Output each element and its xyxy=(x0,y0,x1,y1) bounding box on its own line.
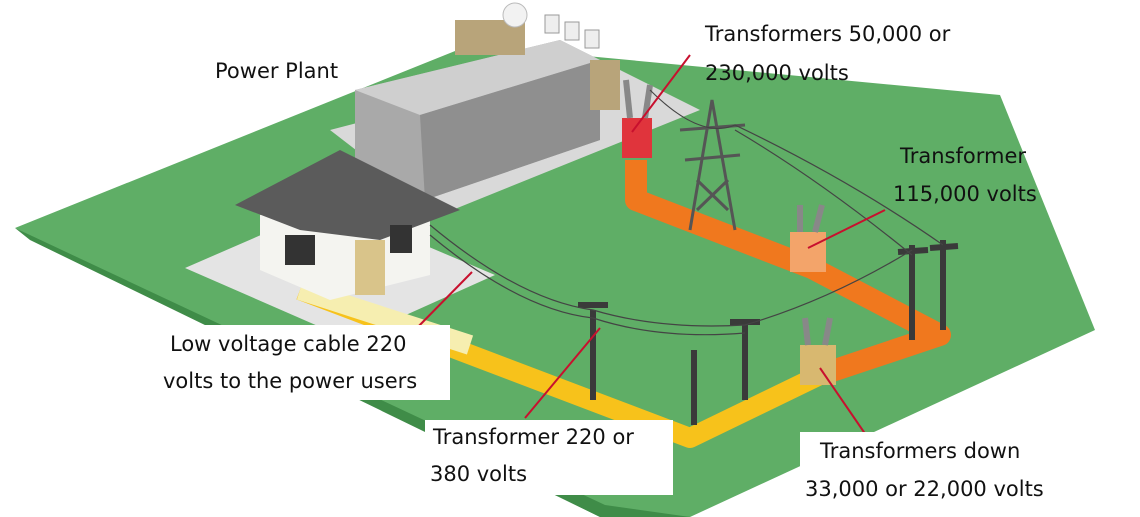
house-part xyxy=(390,225,412,253)
power-plant-part xyxy=(585,30,599,48)
power-plant-part xyxy=(565,22,579,40)
power-plant-part xyxy=(590,60,620,110)
label: Transformers 50,000 or xyxy=(704,22,951,46)
insulators-part xyxy=(626,80,630,118)
label: Transformers down xyxy=(819,439,1020,463)
transformer-115kv xyxy=(790,232,826,272)
label: Transformer 220 or xyxy=(432,425,634,449)
poles-part xyxy=(898,250,928,252)
power-distribution-diagram: Power Plant Transformers 50,000 or 230,0… xyxy=(0,0,1140,517)
label: 115,000 volts xyxy=(893,182,1037,206)
transformer-down xyxy=(800,345,836,385)
label: Transformer xyxy=(899,144,1026,168)
power-plant-part xyxy=(503,3,527,27)
house-part xyxy=(285,235,315,265)
poles-part xyxy=(930,246,958,248)
insulators-part xyxy=(805,318,808,345)
label: 380 volts xyxy=(430,462,527,486)
label: volts to the power users xyxy=(163,369,417,393)
power-plant-part xyxy=(545,15,559,33)
label: 230,000 volts xyxy=(705,61,849,85)
label: 33,000 or 22,000 volts xyxy=(805,477,1044,501)
label: Power Plant xyxy=(215,59,338,83)
label: Low voltage cable 220 xyxy=(170,332,406,356)
house-part xyxy=(355,240,385,295)
